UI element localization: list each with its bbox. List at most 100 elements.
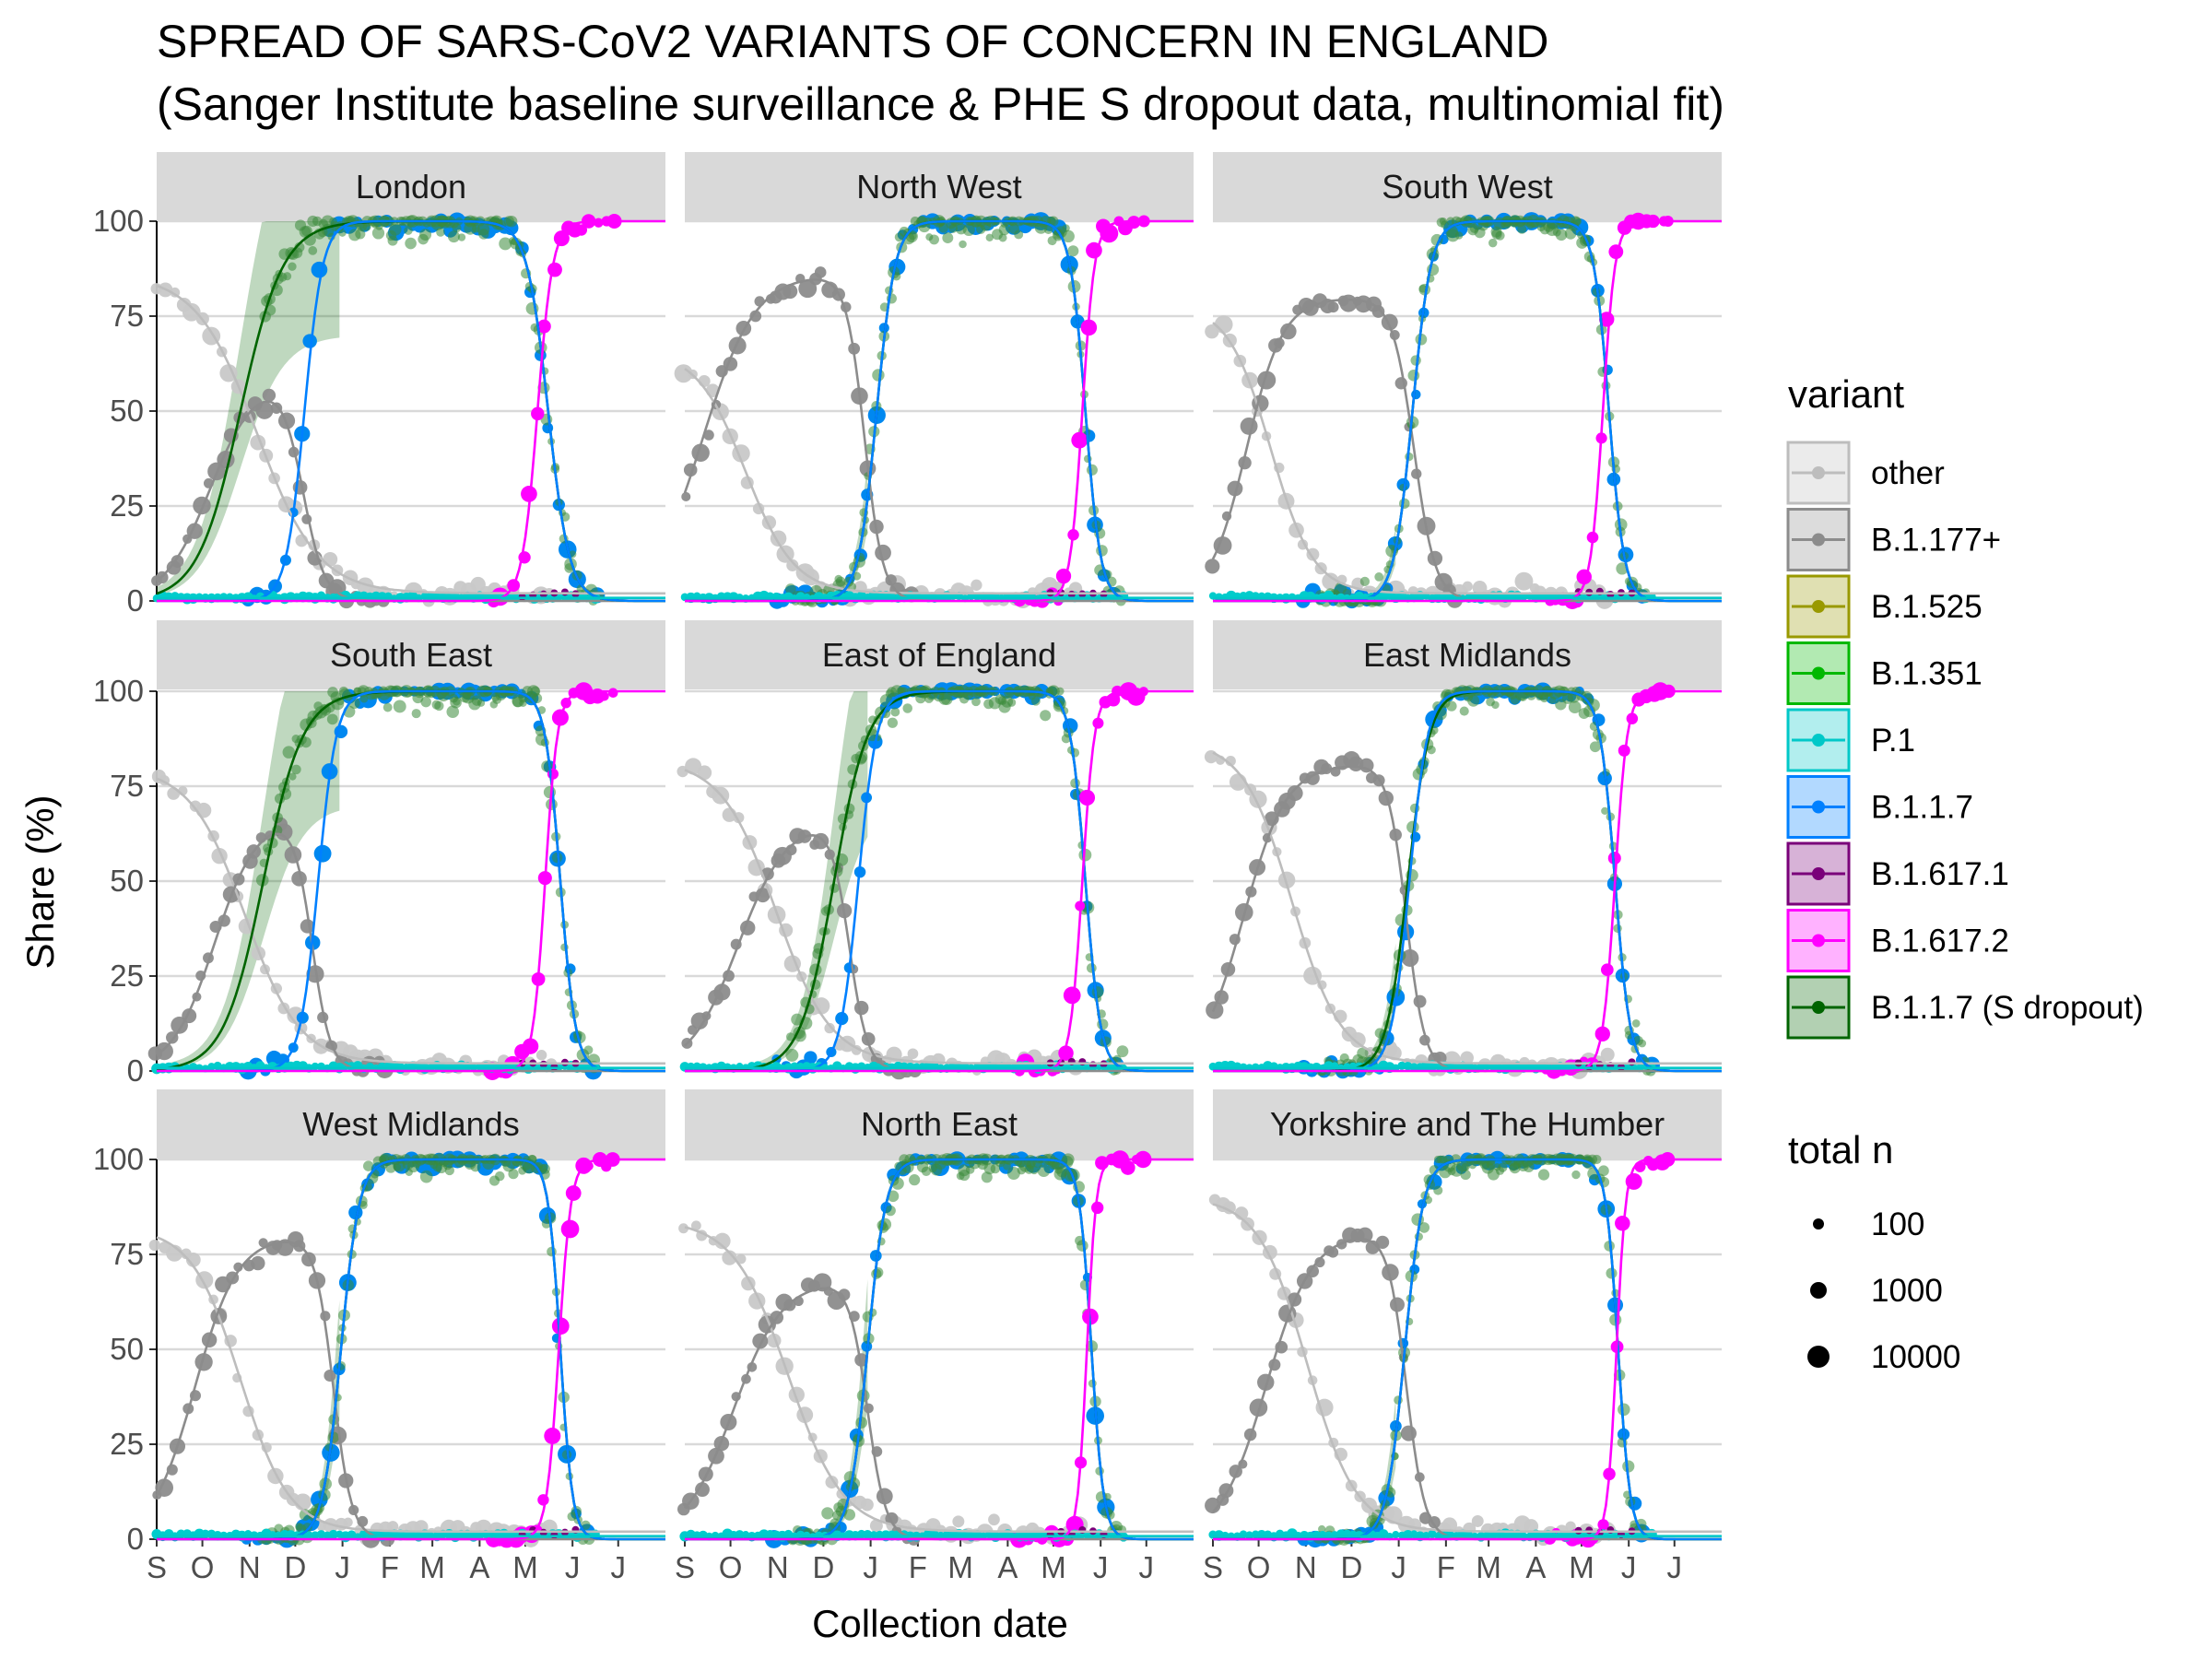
fit-line bbox=[1212, 751, 1722, 1065]
facet-strip bbox=[685, 620, 1194, 689]
data-point bbox=[535, 1050, 547, 1061]
data-point bbox=[1007, 698, 1017, 707]
data-point bbox=[1037, 1164, 1051, 1178]
data-point bbox=[1461, 1162, 1470, 1171]
legend-label: B.1.177+ bbox=[1871, 523, 2001, 559]
data-point bbox=[1517, 224, 1527, 234]
data-point bbox=[1589, 741, 1601, 753]
data-point bbox=[258, 1238, 268, 1248]
x-tick-label: O bbox=[191, 1550, 215, 1584]
data-point bbox=[907, 1048, 919, 1060]
data-point bbox=[905, 229, 918, 243]
data-point bbox=[1350, 1031, 1366, 1048]
data-point bbox=[519, 699, 527, 708]
data-point bbox=[434, 700, 444, 712]
y-tick-label: 0 bbox=[127, 1522, 144, 1556]
data-point bbox=[1205, 559, 1220, 574]
facet-strip-label: East of England bbox=[822, 636, 1056, 674]
data-point bbox=[521, 486, 537, 502]
data-point bbox=[1410, 355, 1421, 366]
facet-panel: South West bbox=[1205, 152, 1722, 609]
data-point bbox=[420, 696, 431, 708]
data-point bbox=[355, 229, 366, 240]
y-tick-label: 100 bbox=[93, 1142, 144, 1176]
data-point bbox=[581, 1520, 591, 1530]
data-point bbox=[1424, 1195, 1432, 1205]
data-point bbox=[359, 694, 369, 703]
data-point bbox=[703, 429, 714, 441]
data-point bbox=[575, 224, 588, 236]
x-tick-label: M bbox=[419, 1550, 445, 1584]
facet-strip-label: Yorkshire and The Humber bbox=[1270, 1105, 1665, 1143]
data-point bbox=[1287, 785, 1303, 802]
data-point bbox=[326, 713, 338, 725]
fit-line bbox=[156, 832, 665, 1073]
y-tick-label: 25 bbox=[110, 1427, 144, 1461]
facet-strip bbox=[157, 1089, 665, 1159]
data-point bbox=[1606, 1267, 1618, 1279]
legend-key-dot bbox=[1812, 867, 1825, 880]
x-tick-label: F bbox=[909, 1550, 927, 1584]
data-point bbox=[419, 1170, 433, 1183]
data-point bbox=[1061, 1156, 1074, 1169]
data-point bbox=[446, 705, 460, 719]
x-tick-label: J bbox=[611, 1550, 627, 1584]
data-point bbox=[1322, 572, 1339, 590]
legend-item: B.1.617.2 bbox=[1786, 909, 2009, 972]
x-tick-label: N bbox=[1295, 1550, 1317, 1584]
data-point bbox=[678, 1223, 689, 1234]
data-point bbox=[1441, 1517, 1458, 1533]
data-point bbox=[681, 491, 691, 501]
data-point bbox=[607, 688, 618, 698]
data-point bbox=[405, 237, 417, 250]
data-point bbox=[988, 1513, 1000, 1526]
x-tick-label: J bbox=[1667, 1550, 1683, 1584]
data-point bbox=[411, 709, 421, 719]
data-point bbox=[219, 364, 238, 382]
data-point bbox=[1631, 1019, 1641, 1028]
legend-label: B.1.617.1 bbox=[1871, 856, 2009, 892]
fit-line bbox=[684, 769, 1194, 1065]
x-tick-label: M bbox=[512, 1550, 538, 1584]
data-point bbox=[940, 693, 953, 705]
legend-item: B.1.177+ bbox=[1786, 508, 2001, 571]
data-point bbox=[1318, 1524, 1326, 1534]
data-point bbox=[674, 364, 693, 383]
x-tick-label: A bbox=[997, 1550, 1018, 1584]
data-point bbox=[336, 1360, 347, 1371]
x-tick-label: D bbox=[284, 1550, 306, 1584]
data-point bbox=[453, 698, 461, 706]
data-point bbox=[998, 233, 1007, 242]
data-point bbox=[1488, 238, 1498, 248]
data-point bbox=[387, 1521, 399, 1533]
legend-key-dot bbox=[1812, 934, 1825, 947]
x-tick-label: N bbox=[767, 1550, 789, 1584]
data-point bbox=[195, 802, 212, 818]
x-tick-label: M bbox=[1569, 1550, 1594, 1584]
x-axis-title: Collection date bbox=[812, 1602, 1068, 1645]
data-point bbox=[697, 765, 712, 781]
data-point bbox=[167, 787, 181, 800]
y-tick-label: 75 bbox=[110, 299, 144, 333]
data-point bbox=[1537, 1169, 1550, 1181]
data-point bbox=[985, 233, 994, 241]
data-point bbox=[1040, 710, 1052, 722]
data-point bbox=[1471, 1515, 1484, 1527]
y-tick-label: 100 bbox=[93, 204, 144, 238]
data-point bbox=[1030, 1165, 1039, 1175]
y-tick-label: 50 bbox=[110, 1332, 144, 1366]
data-point bbox=[1382, 1264, 1399, 1281]
size-legend-item: 1000 bbox=[1810, 1273, 1943, 1309]
data-point bbox=[1055, 687, 1065, 696]
data-point bbox=[1572, 217, 1582, 226]
confidence-ribbon bbox=[685, 691, 868, 1071]
data-point bbox=[505, 215, 518, 228]
data-point bbox=[1063, 986, 1081, 1005]
data-point bbox=[494, 1171, 505, 1182]
data-point bbox=[155, 1041, 173, 1061]
data-point bbox=[1378, 591, 1389, 602]
data-point bbox=[328, 579, 347, 597]
data-point bbox=[786, 559, 799, 571]
data-point bbox=[754, 296, 765, 307]
